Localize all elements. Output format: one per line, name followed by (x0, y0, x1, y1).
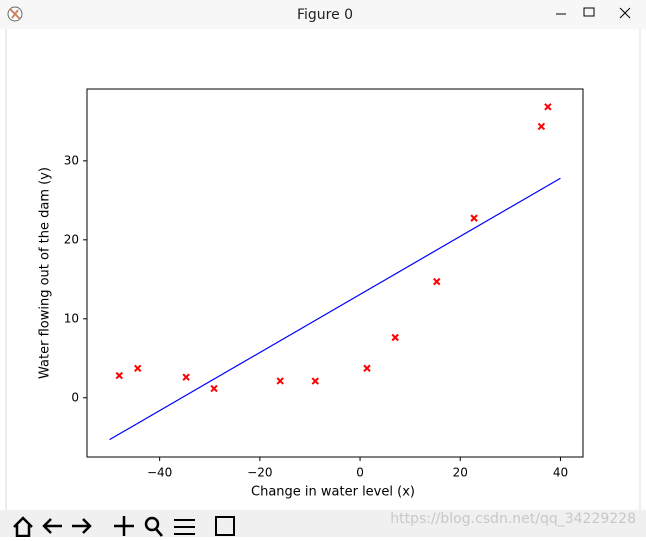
x-tick-label: 20 (453, 466, 468, 480)
data-point (433, 277, 441, 286)
x-tick-label: 40 (553, 466, 568, 480)
app-icon (7, 6, 23, 22)
plot: −40 −20 0 20 40 0 10 20 30 (64, 103, 568, 480)
configure-button[interactable] (174, 519, 195, 535)
data-point (544, 103, 552, 111)
data-point (363, 364, 371, 372)
home-button[interactable] (13, 516, 33, 538)
data-point (311, 377, 319, 385)
y-tick-label: 20 (64, 232, 79, 246)
pan-button[interactable] (114, 516, 134, 536)
fit-line (109, 177, 561, 441)
y-axis-label: Water flowing out of the dam (y) (38, 167, 53, 379)
axes-frame (86, 88, 584, 458)
back-button[interactable] (42, 518, 62, 534)
maximize-button[interactable] (583, 7, 595, 17)
data-point (276, 377, 284, 385)
y-tick-label: 0 (71, 390, 79, 404)
save-button[interactable] (215, 516, 235, 536)
data-point (391, 333, 399, 342)
forward-button[interactable] (72, 518, 92, 534)
data-point (210, 384, 218, 393)
x-axis-label: Change in water level (x) (251, 485, 415, 500)
window-title: Figure 0 (297, 7, 353, 23)
data-point (133, 364, 142, 373)
toolbar (0, 510, 646, 537)
x-tick-label: −40 (147, 466, 172, 480)
y-tick-label: 30 (64, 153, 79, 167)
data-point (115, 371, 123, 380)
x-tick-label: −20 (247, 466, 272, 480)
zoom-button[interactable] (144, 516, 163, 537)
x-tick-label: 0 (356, 466, 364, 480)
data-point (182, 373, 190, 381)
close-button[interactable] (619, 7, 631, 19)
data-point (537, 122, 546, 131)
y-tick-label: 10 (64, 311, 79, 325)
title-bar (0, 0, 646, 29)
data-point (470, 214, 478, 222)
watermark: https://blog.csdn.net/qq_34229228 (390, 511, 636, 527)
